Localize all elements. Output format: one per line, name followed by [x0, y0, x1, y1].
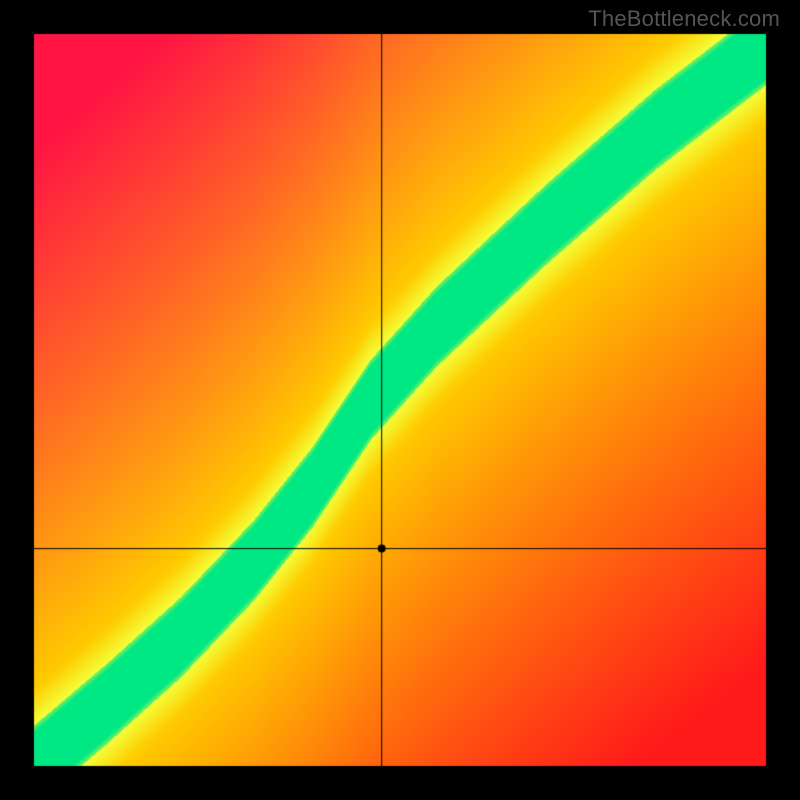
- heatmap-canvas: [0, 0, 800, 800]
- watermark-text: TheBottleneck.com: [588, 6, 780, 32]
- chart-container: TheBottleneck.com: [0, 0, 800, 800]
